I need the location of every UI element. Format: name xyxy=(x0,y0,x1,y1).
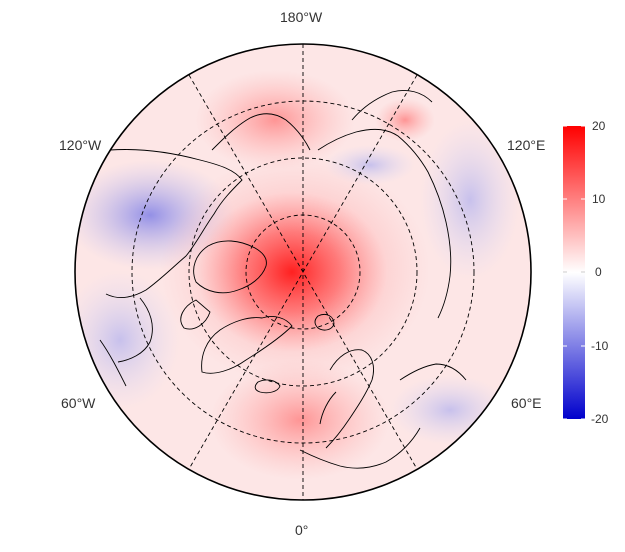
lon-label-upper-left: 120°W xyxy=(59,137,102,153)
lon-label-bottom: 0° xyxy=(295,522,309,538)
colorbar-tick-label-neg10: -10 xyxy=(591,339,609,353)
europe-coastline xyxy=(299,363,467,469)
graticule xyxy=(131,44,475,500)
lon-label-top: 180°W xyxy=(280,9,323,25)
colorbar-tick-label-neg20: -20 xyxy=(591,412,609,426)
red-anomaly-europe xyxy=(210,360,390,480)
lon-label-lower-right: 60°E xyxy=(511,395,542,411)
meridian-60w-120e xyxy=(188,74,418,470)
lon-label-lower-left: 60°W xyxy=(61,395,96,411)
svalbard-coastline xyxy=(314,313,335,331)
latitude-circle-70 xyxy=(188,157,418,387)
alaska-coastline xyxy=(211,113,311,151)
red-anomaly-alaska xyxy=(195,70,355,170)
colorbar-tick-marks xyxy=(563,125,585,420)
siberia-coastline xyxy=(317,128,452,319)
iceland-coastline xyxy=(254,379,281,394)
blue-anomaly-east-asia xyxy=(390,375,510,445)
canadian-archipelago-coastline xyxy=(180,240,267,330)
red-anomaly-pole-core xyxy=(197,192,387,352)
blue-anomaly-siberia-east xyxy=(420,120,520,280)
scandinavia-coastline xyxy=(319,349,374,449)
north-america-coastline xyxy=(99,149,243,387)
greenland-coastline xyxy=(201,315,293,374)
anomaly-field xyxy=(75,44,531,500)
coastlines xyxy=(99,90,467,469)
red-anomaly-bering xyxy=(375,98,435,142)
blue-anomaly-atlantic-west xyxy=(75,270,180,410)
colorbar-gradient xyxy=(563,126,585,419)
colorbar xyxy=(563,125,585,420)
colorbar-tick-label-0: 0 xyxy=(595,265,602,279)
colorbar-tick-label-10: 10 xyxy=(592,192,606,206)
map-boundary xyxy=(74,43,532,501)
colorbar-tick-label-20: 20 xyxy=(592,119,606,133)
lon-label-upper-right: 120°E xyxy=(507,137,546,153)
bering-chukotka-coastline xyxy=(351,90,433,121)
